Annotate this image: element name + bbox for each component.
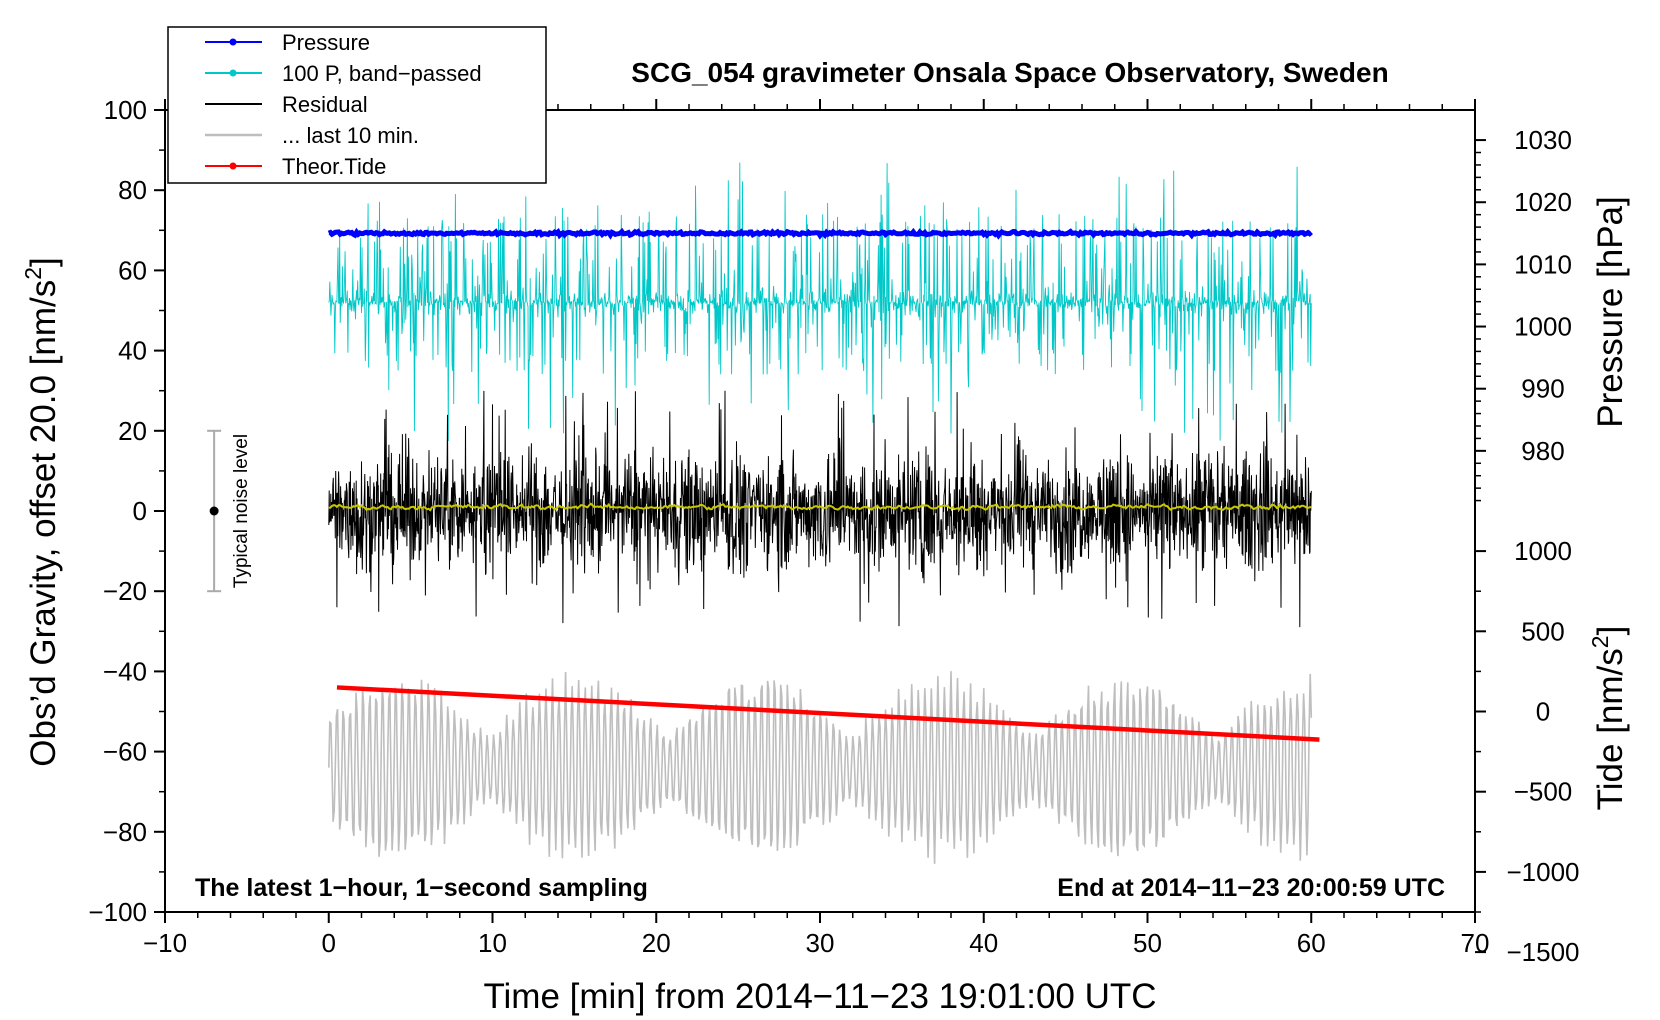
x-axis-title: Time [min] from 2014−11−23 19:01:00 UTC — [483, 977, 1156, 1016]
x-tick-label: 20 — [642, 928, 671, 958]
y-tide-tick-label: −1500 — [1506, 937, 1579, 967]
series-bandpassed-pressure — [328, 162, 1312, 442]
x-tick-label: 10 — [478, 928, 507, 958]
y-left-tick-label: −20 — [103, 576, 147, 606]
series-pressure — [327, 227, 1313, 240]
y-pressure-tick-label: 990 — [1521, 374, 1564, 404]
y-left-tick-label: −80 — [103, 817, 147, 847]
legend-label: ... last 10 min. — [282, 123, 419, 148]
y-left-tick-label: 20 — [118, 416, 147, 446]
legend-marker — [229, 38, 237, 46]
y-tide-tick-label: 500 — [1521, 616, 1564, 646]
y-left-tick-label: −60 — [103, 737, 147, 767]
y-left-tick-label: −100 — [88, 897, 147, 927]
annotation-bottom-right: End at 2014−11−23 20:00:59 UTC — [1057, 874, 1445, 902]
legend-label: Pressure — [282, 30, 370, 55]
series-layer — [327, 162, 1320, 864]
y-pressure-tick-label: 1020 — [1514, 187, 1572, 217]
x-tick-label: 40 — [969, 928, 998, 958]
x-tick-label: 50 — [1133, 928, 1162, 958]
y-pressure-tick-label: 1030 — [1514, 125, 1572, 155]
x-tick-label: 60 — [1297, 928, 1326, 958]
noise-bar-dot — [209, 506, 219, 516]
y-left-tick-label: 80 — [118, 175, 147, 205]
y-left-tick-label: 100 — [104, 95, 147, 125]
annotation-bottom-left: The latest 1−hour, 1−second sampling — [195, 874, 648, 902]
legend: Pressure 100 P, band−passed Residual ... la… — [167, 26, 547, 184]
x-tick-label: −10 — [143, 928, 187, 958]
y-pressure-tick-label: 1000 — [1514, 312, 1572, 342]
y-tide-tick-label: 1000 — [1514, 536, 1572, 566]
y-tide-tick-label: −500 — [1514, 777, 1573, 807]
y-left-tick-label: 0 — [133, 496, 147, 526]
y-axis-left-title: Obs’d Gravity, offset 20.0 [nm/s2] — [20, 257, 63, 767]
y-left-tick-label: 40 — [118, 336, 147, 366]
x-tick-label: 70 — [1461, 928, 1490, 958]
x-tick-label: 0 — [322, 928, 336, 958]
legend-label: Theor.Tide — [282, 154, 386, 179]
y-pressure-tick-label: 980 — [1521, 436, 1564, 466]
series-last-10-min — [328, 671, 1313, 864]
noise-bar: Typical noise level — [207, 429, 252, 593]
y-left-tick-label: −40 — [103, 656, 147, 686]
ticks-layer: −10 0 10 20 30 40 50 60 70100806040200−20−40−60−… — [88, 95, 1579, 967]
y-tide-tick-label: −1000 — [1506, 857, 1579, 887]
series-residual-smoothed — [328, 502, 1312, 512]
legend-label: 100 P, band−passed — [282, 61, 482, 86]
x-tick-label: 30 — [806, 928, 835, 958]
chart-title: SCG_054 gravimeter Onsala Space Observat… — [631, 57, 1388, 88]
y-pressure-tick-label: 1010 — [1514, 249, 1572, 279]
legend-marker — [229, 162, 237, 170]
y-tide-tick-label: 0 — [1536, 697, 1550, 727]
legend-marker — [229, 69, 237, 77]
series-residual — [328, 390, 1312, 628]
series-theor-tide — [336, 685, 1320, 742]
y-axis-pressure-title: Pressure [hPa] — [1591, 196, 1630, 428]
legend-label: Residual — [282, 92, 368, 117]
noise-bar-label: Typical noise level — [231, 434, 252, 588]
y-left-tick-label: 60 — [118, 255, 147, 285]
y-axis-tide-title: Tide [nm/s2] — [1587, 626, 1630, 811]
